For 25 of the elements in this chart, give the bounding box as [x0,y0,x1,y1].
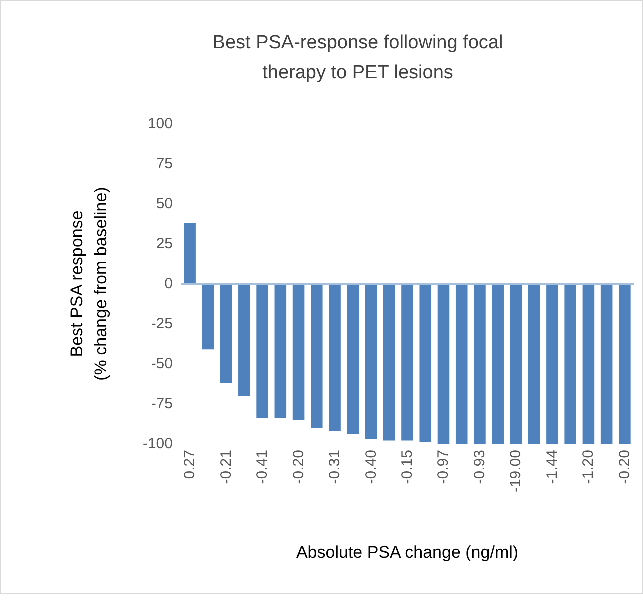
y-tick-label: 50 [156,196,173,212]
x-tick-label: -0.97 [435,450,452,484]
x-tick-label: -0.20 [616,450,634,484]
x-axis-title: Absolute PSA change (ng/ml) [296,543,519,562]
x-tick-label: -0.41 [254,450,272,484]
x-tick-label: -1.44 [544,450,561,484]
x-tick-label: 0.27 [182,450,199,480]
x-tick-label: -1.20 [580,450,598,484]
x-tick-label: -0.40 [362,450,380,484]
y-tick-label: 0 [164,276,173,292]
x-tick-label: -0.21 [218,450,235,484]
y-tick-label: -75 [151,396,173,412]
y-tick-label: -25 [151,316,173,332]
y-tick-label: 25 [156,236,173,252]
y-tick-label: -50 [151,356,173,372]
y-axis-title: Best PSA response (% change from baseline) [68,187,110,381]
chart-title: Best PSA-response following focal therapy to PET lesions [212,32,504,84]
x-tick-label: -19.00 [508,450,525,493]
y-tick-label: 100 [148,116,173,132]
x-tick-label: -0.15 [399,450,416,484]
y-tick-label: 75 [156,156,173,172]
x-tick-label: -0.31 [326,450,344,484]
x-tick-label: -0.20 [290,450,308,484]
x-tick-label: -0.93 [471,450,488,484]
y-tick-label: -100 [142,436,173,452]
